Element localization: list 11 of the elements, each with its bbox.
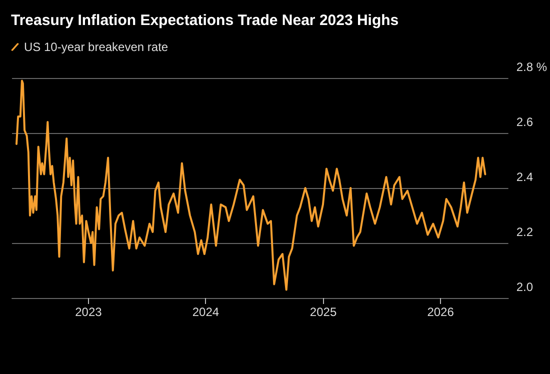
legend-label: US 10-year breakeven rate (24, 40, 168, 54)
chart-title: Treasury Inflation Expectations Trade Near 2023 Highs (11, 12, 399, 29)
x-tick-label: 2026 (427, 305, 454, 319)
x-tick-label: 2023 (75, 305, 102, 319)
y-tick-label: 2.8 % (516, 60, 548, 74)
y-tick-label: 2.0 (516, 280, 534, 294)
y-tick-label: 2.6 (516, 115, 534, 129)
y-tick-label: 2.4 (516, 170, 534, 184)
x-tick-label: 2024 (192, 305, 220, 319)
y-tick-label: 2.2 (516, 225, 534, 239)
x-tick-label: 2025 (310, 305, 337, 319)
